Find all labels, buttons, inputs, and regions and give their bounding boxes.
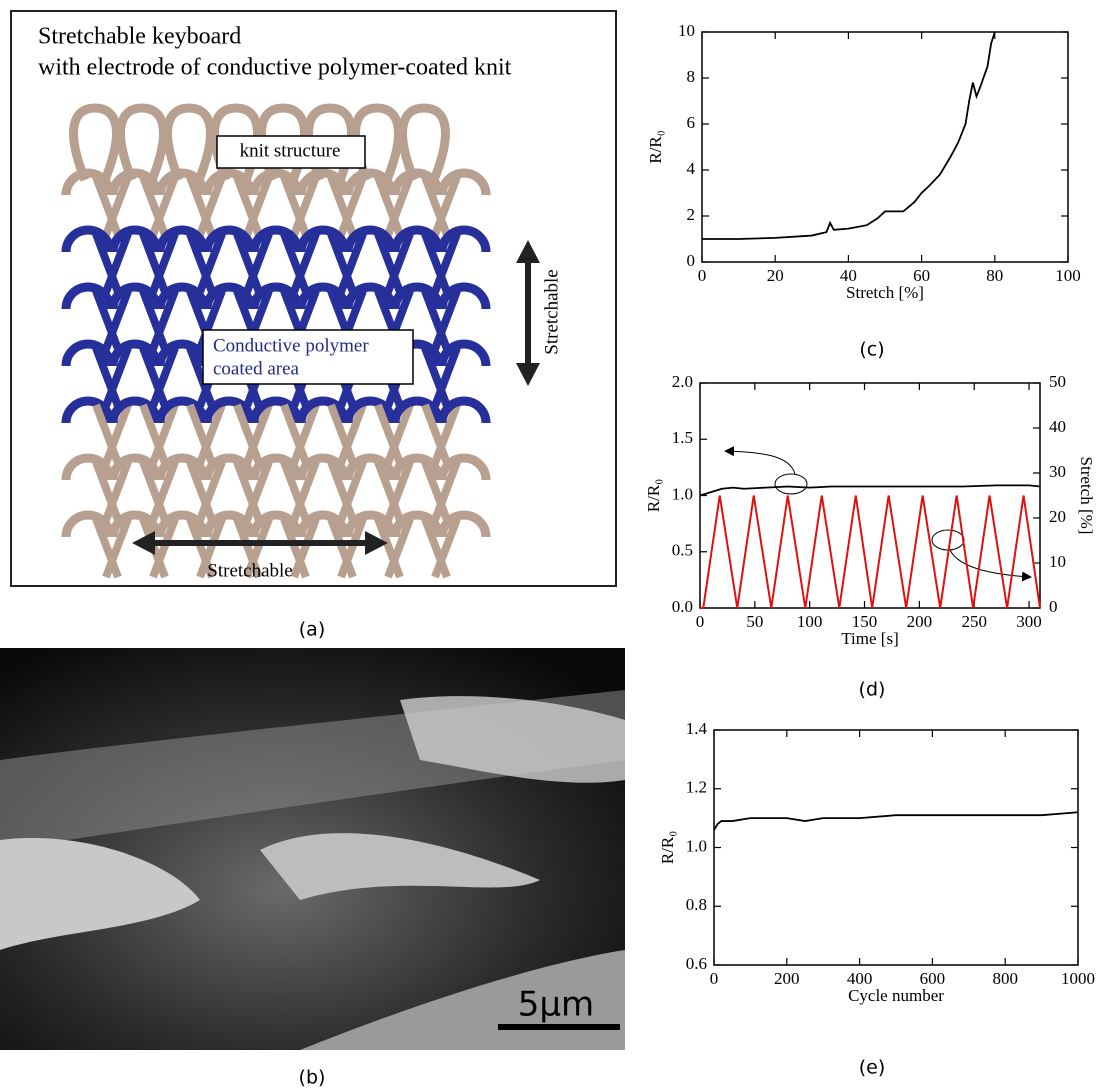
y2-tick-label: 20 xyxy=(1049,507,1066,526)
y-tick-label: 2 xyxy=(687,205,696,224)
caption: (b) xyxy=(299,1067,326,1089)
scale-label: 5μm xyxy=(518,985,594,1025)
y-tick-label: 1.4 xyxy=(686,719,708,738)
figure: Stretchable keyboard with electrode of c… xyxy=(0,0,1101,1090)
knit-label: knit structure xyxy=(240,140,341,161)
y-tick-label: 0.8 xyxy=(686,895,707,914)
y-tick-label: 6 xyxy=(687,113,696,132)
data-line xyxy=(700,496,1040,609)
y-axis-label: R/R₀ xyxy=(644,479,663,512)
x-tick-label: 800 xyxy=(992,969,1018,988)
y2-tick-label: 30 xyxy=(1049,462,1066,481)
x-tick-label: 250 xyxy=(961,612,987,631)
x-axis-label: Time [s] xyxy=(841,629,898,648)
data-line xyxy=(700,485,1040,495)
panel-title: Stretchable keyboard xyxy=(38,24,241,50)
y2-tick-label: 50 xyxy=(1049,372,1066,391)
annotation-arrow xyxy=(950,550,1030,577)
y-tick-label: 1.5 xyxy=(672,428,693,447)
caption: (e) xyxy=(859,1057,886,1079)
data-line xyxy=(714,812,1078,830)
caption: (a) xyxy=(299,619,325,641)
x-tick-label: 200 xyxy=(774,969,800,988)
x-tick-label: 100 xyxy=(797,612,823,631)
x-tick-label: 20 xyxy=(767,266,784,285)
x-tick-label: 0 xyxy=(698,266,707,285)
stretch-label: Stretchable xyxy=(541,269,562,354)
y2-tick-label: 10 xyxy=(1049,552,1066,571)
x-tick-label: 1000 xyxy=(1061,969,1095,988)
y-axis-label: R/R₀ xyxy=(646,130,665,163)
x-tick-label: 200 xyxy=(907,612,933,631)
annotation-ellipse xyxy=(775,474,807,494)
x-tick-label: 100 xyxy=(1055,266,1081,285)
y2-tick-label: 0 xyxy=(1049,597,1058,616)
y-tick-label: 0.0 xyxy=(672,597,693,616)
plot-frame xyxy=(714,730,1078,965)
y-tick-label: 8 xyxy=(687,67,696,86)
y-tick-label: 0.5 xyxy=(672,541,693,560)
caption: (c) xyxy=(859,339,884,361)
y-axis-label: R/R₀ xyxy=(658,831,677,864)
annotation-ellipse xyxy=(932,530,964,550)
x-tick-label: 0 xyxy=(710,969,719,988)
y-tick-label: 1.0 xyxy=(686,836,707,855)
plot-frame xyxy=(702,32,1068,262)
x-tick-label: 300 xyxy=(1016,612,1042,631)
y-tick-label: 4 xyxy=(687,159,696,178)
annotation-arrow xyxy=(726,451,795,474)
x-axis-label: Stretch [%] xyxy=(846,283,924,302)
y-tick-label: 2.0 xyxy=(672,372,693,391)
y-tick-label: 0.6 xyxy=(686,954,707,973)
y2-tick-label: 40 xyxy=(1049,417,1066,436)
panel-title: with electrode of conductive polymer-coa… xyxy=(38,55,512,81)
y-tick-label: 0 xyxy=(687,251,696,270)
x-tick-label: 80 xyxy=(986,266,1003,285)
y-tick-label: 1.0 xyxy=(672,484,693,503)
coated-label: Conductive polymer xyxy=(213,335,369,356)
x-tick-label: 50 xyxy=(746,612,763,631)
stretch-label: Stretchable xyxy=(207,560,292,581)
coated-label: coated area xyxy=(213,358,300,379)
data-line xyxy=(702,32,995,239)
caption: (d) xyxy=(859,679,886,701)
y-tick-label: 10 xyxy=(678,21,695,40)
x-tick-label: 0 xyxy=(696,612,705,631)
y2-axis-label: Stretch [%] xyxy=(1077,457,1096,535)
y-tick-label: 1.2 xyxy=(686,778,707,797)
x-axis-label: Cycle number xyxy=(848,986,944,1005)
